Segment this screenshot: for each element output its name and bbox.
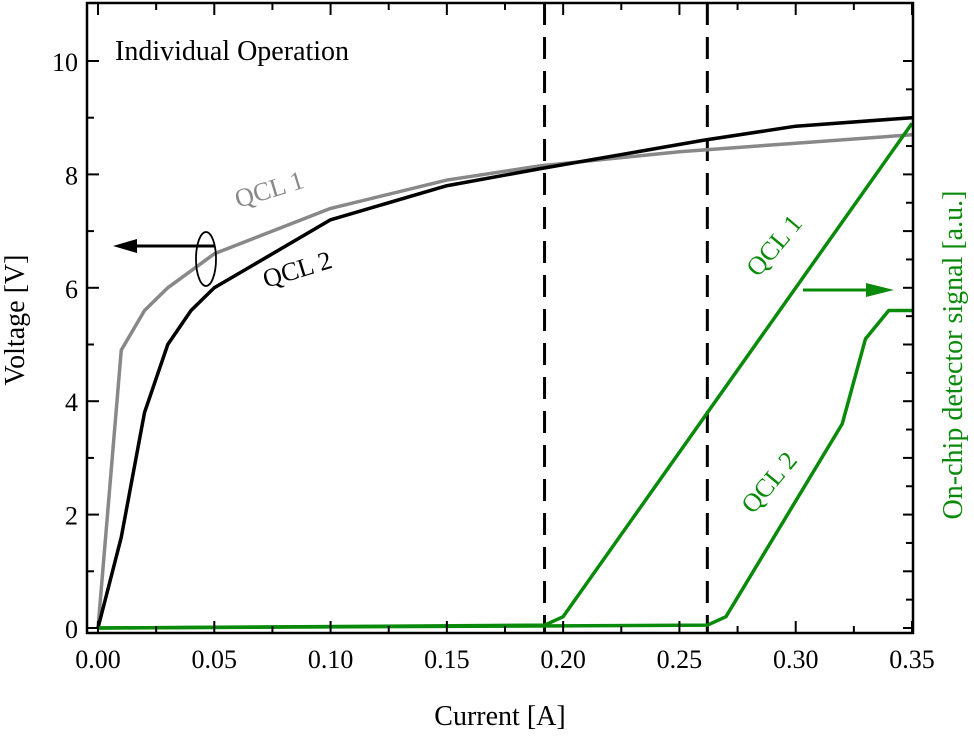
right-arrow-icon <box>803 283 894 297</box>
x-axis-label: Current [A] <box>434 701 565 732</box>
qcl1-voltage-label: QCL 1 <box>231 165 307 213</box>
plot-frame <box>85 1 915 635</box>
series-line <box>96 115 913 629</box>
y-tick-label: 8 <box>65 161 78 190</box>
x-tick-label: 0.05 <box>192 645 238 674</box>
x-tick-label: 0.35 <box>889 645 935 674</box>
series-line <box>96 132 913 629</box>
y-tick-label: 6 <box>65 275 78 304</box>
qcl2-voltage-label: QCL 2 <box>259 245 335 293</box>
series-line <box>97 122 914 630</box>
x-tick-label: 0.30 <box>773 645 819 674</box>
x-tick-label: 0.00 <box>75 645 121 674</box>
y-tick-label: 4 <box>65 388 78 417</box>
y-tick-label: 2 <box>65 502 78 531</box>
x-tick-label: 0.20 <box>540 645 586 674</box>
x-tick-label: 0.25 <box>657 645 703 674</box>
y-tick-label: 0 <box>65 615 78 644</box>
y-axis-label: Voltage [V] <box>0 255 31 386</box>
series-line <box>97 308 912 630</box>
qcl1-detector-label: QCL 1 <box>740 209 808 282</box>
left-arrow-icon <box>113 231 217 287</box>
x-tick-label: 0.15 <box>424 645 470 674</box>
plot-area: 0.00 0.05 0.10 0.15 0.20 0.25 0.30 0.35 0 2 4 6 8 10 <box>52 1 935 674</box>
y2-axis-label: On-chip detector signal [a.u.] <box>938 191 969 520</box>
y-tick-label: 10 <box>52 48 78 77</box>
x-tick-label: 0.10 <box>308 645 354 674</box>
chart-title: Individual Operation <box>115 36 349 67</box>
